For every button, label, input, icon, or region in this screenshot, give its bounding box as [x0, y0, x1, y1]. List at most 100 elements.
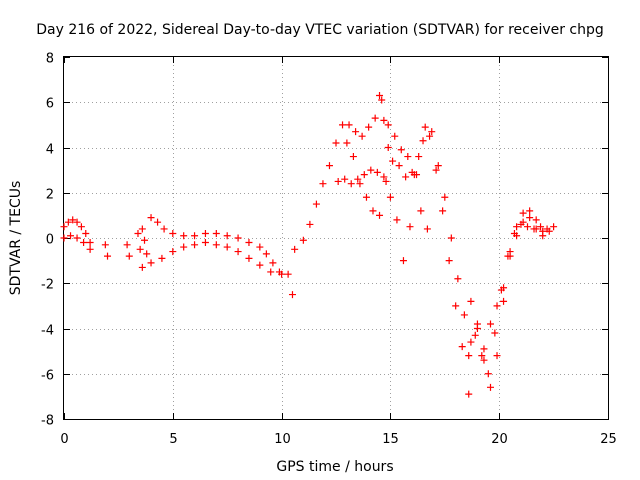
data-point	[480, 345, 488, 353]
data-point	[367, 166, 375, 174]
x-tick-label: 0	[60, 432, 68, 447]
data-point	[256, 243, 264, 251]
y-axis-label: SDTVAR / TECUs	[8, 181, 24, 296]
data-point	[532, 216, 540, 224]
x-tick-label: 5	[169, 432, 177, 447]
data-point	[223, 243, 231, 251]
data-point	[86, 239, 94, 247]
data-point	[358, 132, 366, 140]
data-point	[386, 193, 394, 201]
data-point	[191, 241, 199, 249]
data-point	[352, 128, 360, 136]
data-point	[458, 343, 466, 351]
data-point	[452, 302, 460, 310]
data-point	[373, 168, 381, 176]
data-point	[147, 214, 155, 222]
data-point	[526, 207, 534, 215]
y-tick-label: 6	[46, 97, 54, 112]
data-point	[123, 241, 131, 249]
y-tick-label: -6	[41, 369, 54, 384]
data-point	[376, 211, 384, 219]
data-point	[339, 121, 347, 129]
data-point	[519, 209, 527, 217]
data-point	[513, 232, 521, 240]
data-point	[267, 268, 275, 276]
data-point	[397, 146, 405, 154]
data-point	[454, 275, 462, 283]
tick-labels: 0 5 10 15 20 25 -8 -6 -4 -2 0 2 4 6 8	[41, 52, 617, 448]
grid-lines	[64, 57, 608, 419]
series-track-7	[378, 96, 547, 353]
data-point	[73, 218, 81, 226]
data-point	[101, 241, 109, 249]
data-point	[415, 153, 423, 161]
data-point	[138, 225, 146, 233]
data-point	[465, 352, 473, 360]
data-point	[506, 252, 514, 260]
data-point	[347, 180, 355, 188]
data-point	[354, 175, 362, 183]
data-point	[369, 207, 377, 215]
data-point	[325, 162, 333, 170]
data-point	[395, 162, 403, 170]
data-point	[245, 239, 253, 247]
data-point	[256, 261, 264, 269]
data-point	[262, 250, 270, 258]
data-point	[537, 223, 545, 231]
data-point	[212, 229, 220, 237]
data-point	[378, 96, 386, 104]
data-point	[410, 171, 418, 179]
data-point	[288, 291, 296, 299]
data-point	[104, 252, 112, 260]
data-point	[465, 390, 473, 398]
data-point	[371, 114, 379, 122]
data-point	[341, 175, 349, 183]
data-point	[493, 352, 501, 360]
data-point	[67, 232, 75, 240]
data-point	[143, 250, 151, 258]
data-point	[169, 229, 177, 237]
data-point	[426, 132, 434, 140]
data-point	[64, 218, 72, 226]
data-point	[480, 356, 488, 364]
data-point	[362, 193, 370, 201]
data-point	[421, 123, 429, 131]
data-point	[467, 338, 475, 346]
data-point	[291, 245, 299, 253]
data-point	[491, 329, 499, 337]
data-point	[154, 218, 162, 226]
data-point	[486, 383, 494, 391]
data-point	[234, 234, 242, 242]
data-point	[212, 241, 220, 249]
data-point	[82, 229, 90, 237]
data-point	[299, 236, 307, 244]
y-tick-label: 2	[46, 188, 54, 203]
data-point	[134, 229, 142, 237]
data-point	[158, 254, 166, 262]
series-track-8	[465, 390, 473, 398]
series-track-1	[60, 214, 283, 276]
data-point	[284, 270, 292, 278]
data-point	[376, 91, 384, 99]
data-point	[60, 223, 68, 231]
y-tick-label: -2	[41, 278, 54, 293]
data-point	[380, 116, 388, 124]
data-point	[550, 223, 558, 231]
data-point	[343, 139, 351, 147]
y-tick-label: -8	[41, 414, 54, 429]
data-point	[384, 121, 392, 129]
data-points	[60, 91, 558, 398]
data-point	[356, 180, 364, 188]
data-point	[389, 157, 397, 165]
data-point	[493, 302, 501, 310]
data-point	[500, 284, 508, 292]
data-point	[486, 320, 494, 328]
data-point	[169, 248, 177, 256]
data-point	[80, 239, 88, 247]
data-point	[141, 236, 149, 244]
data-point	[319, 180, 327, 188]
data-point	[234, 248, 242, 256]
x-tick-label: 10	[274, 432, 291, 447]
data-point	[419, 137, 427, 145]
axis-ticks	[64, 57, 609, 420]
